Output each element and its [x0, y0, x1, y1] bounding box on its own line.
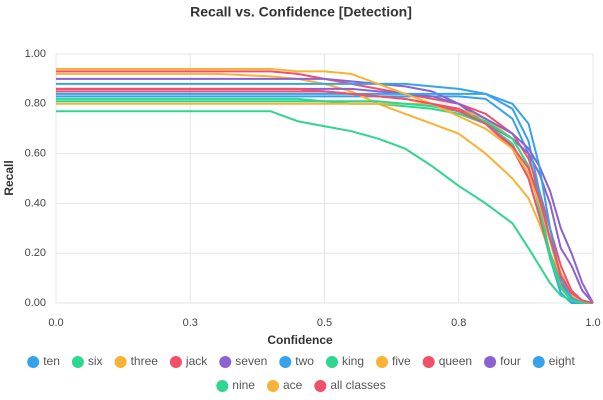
legend-item[interactable]: all classes [314, 378, 386, 392]
series-line [56, 110, 593, 304]
legend-marker [27, 356, 40, 368]
legend-item[interactable]: four [484, 354, 521, 368]
x-tick-label: 0.0 [48, 317, 63, 329]
legend-label: two [295, 354, 314, 368]
y-axis-title: Recall [2, 160, 16, 195]
legend-label: ten [43, 354, 60, 368]
y-tick-label: 1.00 [25, 48, 46, 60]
legend-item[interactable]: nine [216, 378, 255, 392]
legend-marker [71, 356, 84, 368]
series-line [56, 72, 593, 304]
legend-item[interactable]: seven [219, 354, 267, 368]
legend-marker [216, 380, 229, 392]
y-tick-label: 0.60 [25, 148, 46, 160]
legend-label: five [392, 354, 411, 368]
legend-label: queen [439, 354, 472, 368]
legend-marker [484, 356, 497, 368]
legend-marker [532, 356, 545, 368]
legend-label: eight [549, 354, 576, 368]
x-tick-label: 0.3 [183, 317, 198, 329]
legend-label: jack [185, 354, 208, 368]
legend-item[interactable]: six [71, 354, 103, 368]
chart-title: Recall vs. Confidence [Detection] [190, 4, 412, 20]
x-tick-label: 0.8 [451, 317, 466, 329]
series-line [56, 77, 594, 304]
x-tick-label: 0.5 [317, 317, 332, 329]
legend-item[interactable]: ace [266, 378, 303, 392]
legend-label: three [131, 354, 159, 368]
x-axis-title: Confidence [267, 333, 333, 347]
legend-marker [422, 356, 435, 368]
legend-item[interactable]: two [279, 354, 314, 368]
legend-marker [325, 356, 338, 368]
legend-item[interactable]: eight [532, 354, 576, 368]
legend-marker [219, 356, 232, 368]
series-line [56, 87, 594, 304]
y-tick-label: 0.20 [25, 247, 46, 259]
series-line [56, 70, 594, 304]
legend-item[interactable]: ten [27, 354, 60, 368]
legend-marker [169, 356, 182, 368]
legend-label: four [500, 354, 521, 368]
legend-label: six [88, 354, 103, 368]
x-tick-label: 1.0 [585, 317, 600, 329]
y-tick-label: 0.00 [25, 297, 46, 309]
legend-marker [314, 380, 327, 392]
legend-item[interactable]: three [114, 354, 159, 368]
legend-item[interactable]: queen [422, 354, 472, 368]
y-tick-label: 0.40 [25, 197, 46, 209]
series-line [56, 100, 593, 304]
series-line [56, 97, 593, 304]
legend-marker [376, 356, 389, 368]
legend-label: ace [283, 378, 303, 392]
legend-marker [114, 356, 127, 368]
legend-marker [266, 380, 279, 392]
legend-item[interactable]: king [325, 354, 364, 368]
legend-item[interactable]: jack [169, 354, 208, 368]
legend-label: seven [235, 354, 267, 368]
legend-marker [279, 356, 292, 368]
legend-item[interactable]: five [376, 354, 411, 368]
legend-label: nine [232, 378, 255, 392]
y-tick-label: 0.80 [25, 98, 46, 110]
legend-label: all classes [330, 378, 385, 392]
legend-label: king [342, 354, 364, 368]
